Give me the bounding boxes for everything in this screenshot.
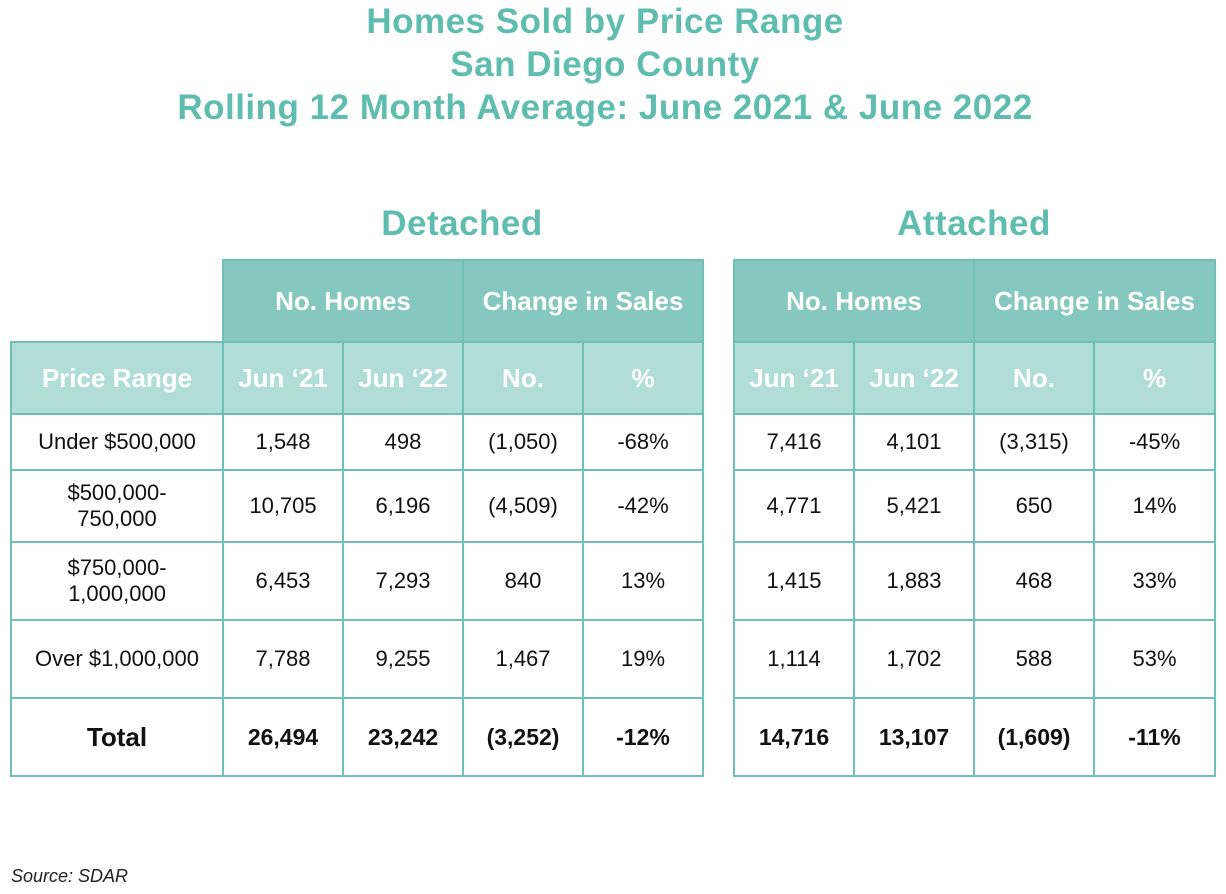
table-row: $500,000- 750,000 10,705 6,196 (4,509) -… bbox=[10, 469, 704, 543]
attached-pct-value: 53% bbox=[1093, 619, 1216, 699]
attached-jun21-value: 1,415 bbox=[733, 541, 855, 621]
attached-total-jun22: 13,107 bbox=[853, 697, 975, 777]
detached-pct-value: 13% bbox=[582, 541, 704, 621]
attached-total-jun21: 14,716 bbox=[733, 697, 855, 777]
detached-no-homes-header: No. Homes bbox=[222, 259, 464, 343]
detached-jun21-value: 10,705 bbox=[222, 469, 344, 543]
table-row: 7,416 4,101 (3,315) -45% bbox=[733, 413, 1216, 471]
attached-change-value: (3,315) bbox=[973, 413, 1095, 471]
table-row: 4,771 5,421 650 14% bbox=[733, 469, 1216, 543]
detached-table: No. Homes Change in Sales Price Range Ju… bbox=[10, 259, 704, 777]
table-row: $750,000- 1,000,000 6,453 7,293 840 13% bbox=[10, 541, 704, 621]
attached-jun21-value: 7,416 bbox=[733, 413, 855, 471]
attached-change-value: 468 bbox=[973, 541, 1095, 621]
detached-jun21-header: Jun ‘21 bbox=[222, 341, 344, 415]
attached-jun21-value: 1,114 bbox=[733, 619, 855, 699]
detached-pct-value: -42% bbox=[582, 469, 704, 543]
attached-total-change: (1,609) bbox=[973, 697, 1095, 777]
detached-pct-header: % bbox=[582, 341, 704, 415]
detached-jun22-value: 9,255 bbox=[342, 619, 464, 699]
detached-jun22-header: Jun ‘22 bbox=[342, 341, 464, 415]
detached-change-header: Change in Sales bbox=[462, 259, 704, 343]
price-range-label: Under $500,000 bbox=[10, 413, 224, 471]
attached-jun22-value: 1,702 bbox=[853, 619, 975, 699]
detached-jun22-value: 498 bbox=[342, 413, 464, 471]
detached-jun21-value: 7,788 bbox=[222, 619, 344, 699]
detached-pct-value: 19% bbox=[582, 619, 704, 699]
total-row: Total 26,494 23,242 (3,252) -12% bbox=[10, 697, 704, 777]
price-range-label-line: $500,000- 750,000 bbox=[67, 480, 167, 531]
attached-jun21-value: 4,771 bbox=[733, 469, 855, 543]
attached-table: No. Homes Change in Sales Jun ‘21 Jun ‘2… bbox=[733, 259, 1216, 777]
detached-total-change: (3,252) bbox=[462, 697, 584, 777]
price-range-label: $750,000- 1,000,000 bbox=[10, 541, 224, 621]
detached-jun22-value: 6,196 bbox=[342, 469, 464, 543]
corner-blank bbox=[11, 260, 223, 342]
price-range-label: $500,000- 750,000 bbox=[10, 469, 224, 543]
price-range-header: Price Range bbox=[10, 341, 224, 415]
table-row: Under $500,000 1,548 498 (1,050) -68% bbox=[10, 413, 704, 471]
total-label: Total bbox=[10, 697, 224, 777]
attached-no-homes-header: No. Homes bbox=[733, 259, 975, 343]
source-note: Source: SDAR bbox=[11, 866, 129, 886]
attached-change-value: 588 bbox=[973, 619, 1095, 699]
detached-total-jun22: 23,242 bbox=[342, 697, 464, 777]
detached-jun22-value: 7,293 bbox=[342, 541, 464, 621]
chart-title: Homes Sold by Price Range San Diego Coun… bbox=[0, 0, 1210, 129]
attached-total-pct: -11% bbox=[1093, 697, 1216, 777]
attached-jun22-header: Jun ‘22 bbox=[853, 341, 975, 415]
attached-jun22-value: 5,421 bbox=[853, 469, 975, 543]
attached-jun22-value: 1,883 bbox=[853, 541, 975, 621]
detached-total-pct: -12% bbox=[582, 697, 704, 777]
attached-pct-value: -45% bbox=[1093, 413, 1216, 471]
total-row: 14,716 13,107 (1,609) -11% bbox=[733, 697, 1216, 777]
attached-pct-value: 14% bbox=[1093, 469, 1216, 543]
price-range-label: Over $1,000,000 bbox=[10, 619, 224, 699]
table-row: Over $1,000,000 7,788 9,255 1,467 19% bbox=[10, 619, 704, 699]
attached-title: Attached bbox=[897, 204, 1051, 243]
attached-change-value: 650 bbox=[973, 469, 1095, 543]
detached-jun21-value: 1,548 bbox=[222, 413, 344, 471]
detached-change-value: (1,050) bbox=[462, 413, 584, 471]
detached-no-header: No. bbox=[462, 341, 584, 415]
price-range-label-line: $750,000- 1,000,000 bbox=[67, 555, 167, 606]
detached-total-jun21: 26,494 bbox=[222, 697, 344, 777]
title-line-3: Rolling 12 Month Average: June 2021 & Ju… bbox=[177, 88, 1033, 127]
attached-change-header: Change in Sales bbox=[973, 259, 1216, 343]
detached-change-value: 840 bbox=[462, 541, 584, 621]
attached-jun21-header: Jun ‘21 bbox=[733, 341, 855, 415]
detached-title: Detached bbox=[381, 204, 543, 243]
detached-jun21-value: 6,453 bbox=[222, 541, 344, 621]
table-row: 1,114 1,702 588 53% bbox=[733, 619, 1216, 699]
attached-pct-header: % bbox=[1093, 341, 1216, 415]
attached-jun22-value: 4,101 bbox=[853, 413, 975, 471]
title-line-2: San Diego County bbox=[450, 45, 760, 84]
detached-change-value: (4,509) bbox=[462, 469, 584, 543]
table-row: 1,415 1,883 468 33% bbox=[733, 541, 1216, 621]
detached-change-value: 1,467 bbox=[462, 619, 584, 699]
attached-pct-value: 33% bbox=[1093, 541, 1216, 621]
title-line-1: Homes Sold by Price Range bbox=[366, 2, 844, 41]
detached-pct-value: -68% bbox=[582, 413, 704, 471]
attached-no-header: No. bbox=[973, 341, 1095, 415]
